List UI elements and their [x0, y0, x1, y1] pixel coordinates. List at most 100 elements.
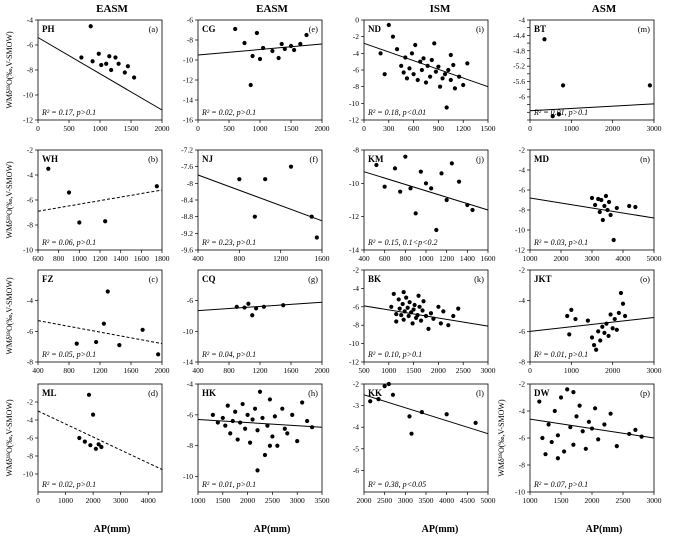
point-nd-10	[413, 42, 418, 48]
point-dw-6	[555, 433, 561, 438]
stat-label-kk: R² = 0.38, p<0.05	[367, 480, 426, 489]
panel-hk: 1000 1500 2000 2500 3000 3500 -10 -8 -6 -4 HK (h) R²…	[183, 380, 330, 506]
point-kk-0	[368, 399, 373, 404]
point-hk-32	[255, 468, 260, 473]
point-km-11	[439, 171, 444, 176]
y-tick-label-cq-0: -14	[183, 358, 193, 367]
point-dw-26	[571, 390, 576, 395]
point-hk-18	[262, 452, 268, 458]
point-jkt-15	[610, 326, 615, 331]
x-tick-label-nd-3: 900	[433, 124, 445, 133]
point-hk-31	[309, 425, 315, 430]
y-tick-label-nd-5: -2	[353, 32, 359, 41]
point-bk-4	[397, 306, 402, 311]
point-km-15	[465, 202, 470, 208]
point-md-6	[602, 203, 607, 209]
point-nd-19	[432, 41, 437, 46]
x-tick-label-bt-2: 2000	[605, 124, 620, 133]
point-bk-24	[423, 313, 429, 319]
stat-label-cq: R² = 0.04, p>0.1	[201, 350, 256, 359]
x-tick-label-hk-3: 2500	[265, 496, 280, 505]
y-tick-label-nj-6: -7.2	[181, 146, 193, 155]
y-tick-label-jkt-1: -6	[519, 327, 525, 336]
y-tick-label-kk-2: -4	[353, 423, 359, 432]
y-tick-label-cg-3: -10	[183, 56, 193, 65]
point-hk-30	[305, 418, 310, 424]
y-tick-label-nj-0: -9.6	[181, 246, 193, 255]
point-ml-3	[88, 443, 93, 448]
point-bk-20	[417, 304, 422, 309]
point-cg-9	[279, 41, 284, 47]
point-km-2	[392, 166, 398, 171]
point-nd-29	[452, 86, 458, 91]
y-tick-label-ph-3: -6	[27, 41, 33, 50]
stat-label-jkt: R² = 0.01, p>0.1	[533, 350, 588, 359]
panel-dw: 1000 1500 2000 2500 3000 -10 -8 -6 -4 -2 WMδ¹⁸O(‰,…	[497, 380, 662, 506]
point-bk-29	[438, 321, 443, 326]
point-dw-24	[633, 427, 638, 432]
x-tick-label-wh-2: 1000	[72, 254, 87, 263]
point-kk-5	[407, 414, 412, 419]
point-bk-27	[431, 316, 436, 321]
panel-letter-jkt: (o)	[640, 274, 650, 284]
y-tick-label-bk-5: -2	[353, 266, 359, 275]
point-kk-9	[473, 420, 478, 425]
point-jkt-1	[567, 332, 572, 337]
y-tick-label-ph-4: -4	[27, 16, 33, 25]
point-cg-8	[276, 55, 281, 61]
point-kk-2	[382, 384, 387, 389]
y-tick-label-ml-2: -6	[27, 434, 33, 443]
point-nd-25	[444, 105, 449, 110]
point-bk-33	[456, 306, 461, 311]
point-jkt-5	[589, 335, 595, 340]
panel-frame-bk	[363, 269, 489, 363]
point-ph-7	[109, 67, 114, 73]
point-bt-3	[560, 83, 566, 88]
point-dw-7	[558, 395, 564, 400]
panels: 0 500 1000 1500 2000 -12 -10 -8 -6 -4 WMδ¹⁸O(‰,V-S…	[5, 16, 662, 506]
point-fz-4	[117, 343, 122, 348]
point-bk-0	[389, 304, 394, 309]
x-tick-label-wh-0: 600	[32, 254, 44, 263]
panel-letter-bt: (m)	[638, 24, 650, 34]
point-ml-4	[91, 412, 96, 417]
point-hk-29	[300, 400, 305, 405]
x-tick-label-nj-3: 1600	[315, 254, 330, 263]
y-tick-label-cg-4: -8	[187, 36, 193, 45]
x-tick-label-bk-5: 3000	[481, 366, 496, 375]
panel-frame-ml	[37, 383, 163, 493]
point-dw-22	[614, 444, 619, 449]
group-title-3: ISM	[430, 3, 451, 15]
point-nd-9	[411, 72, 416, 77]
x-tick-label-fz-1: 800	[63, 366, 75, 375]
y-tick-label-bk-4: -4	[353, 284, 359, 293]
x-tick-label-ph-4: 2000	[155, 124, 170, 133]
y-tick-label-kk-4: -2	[353, 380, 359, 389]
point-nd-4	[401, 70, 406, 75]
fit-line-cq	[197, 301, 323, 312]
y-tick-label-bt-3: -4.8	[513, 46, 525, 55]
panel-kk: 2000 2500 3000 3500 4000 4500 5000 -6 -5 -4 -3 -2 KK…	[353, 380, 496, 506]
x-tick-label-md-1: 2000	[554, 254, 569, 263]
point-dw-12	[574, 414, 579, 419]
point-bk-15	[411, 307, 416, 312]
site-label-km: KM	[368, 154, 384, 164]
x-tick-label-ml-3: 3000	[113, 496, 128, 505]
point-jkt-16	[612, 316, 617, 322]
site-label-wh: WH	[42, 154, 58, 164]
y-tick-label-jkt-0: -8	[519, 358, 525, 367]
site-label-md: MD	[534, 154, 549, 164]
point-hk-27	[290, 412, 295, 417]
point-ph-12	[132, 75, 137, 80]
x-tick-label-km-6: 1600	[481, 254, 496, 263]
x-tick-label-dw-0: 1000	[523, 496, 538, 505]
point-ph-4	[99, 62, 104, 68]
point-cg-3	[250, 53, 255, 59]
point-bk-3	[396, 297, 401, 302]
x-tick-label-cg-2: 1000	[253, 124, 268, 133]
point-jkt-10	[600, 324, 605, 329]
point-cg-10	[282, 46, 287, 52]
point-wh-3	[103, 219, 108, 224]
panel-bt: 0 1000 2000 3000 -6 -5.6 -5.2 -4.8 -4.4 -4 BT (m) R²…	[513, 16, 662, 134]
point-jkt-13	[606, 333, 611, 339]
